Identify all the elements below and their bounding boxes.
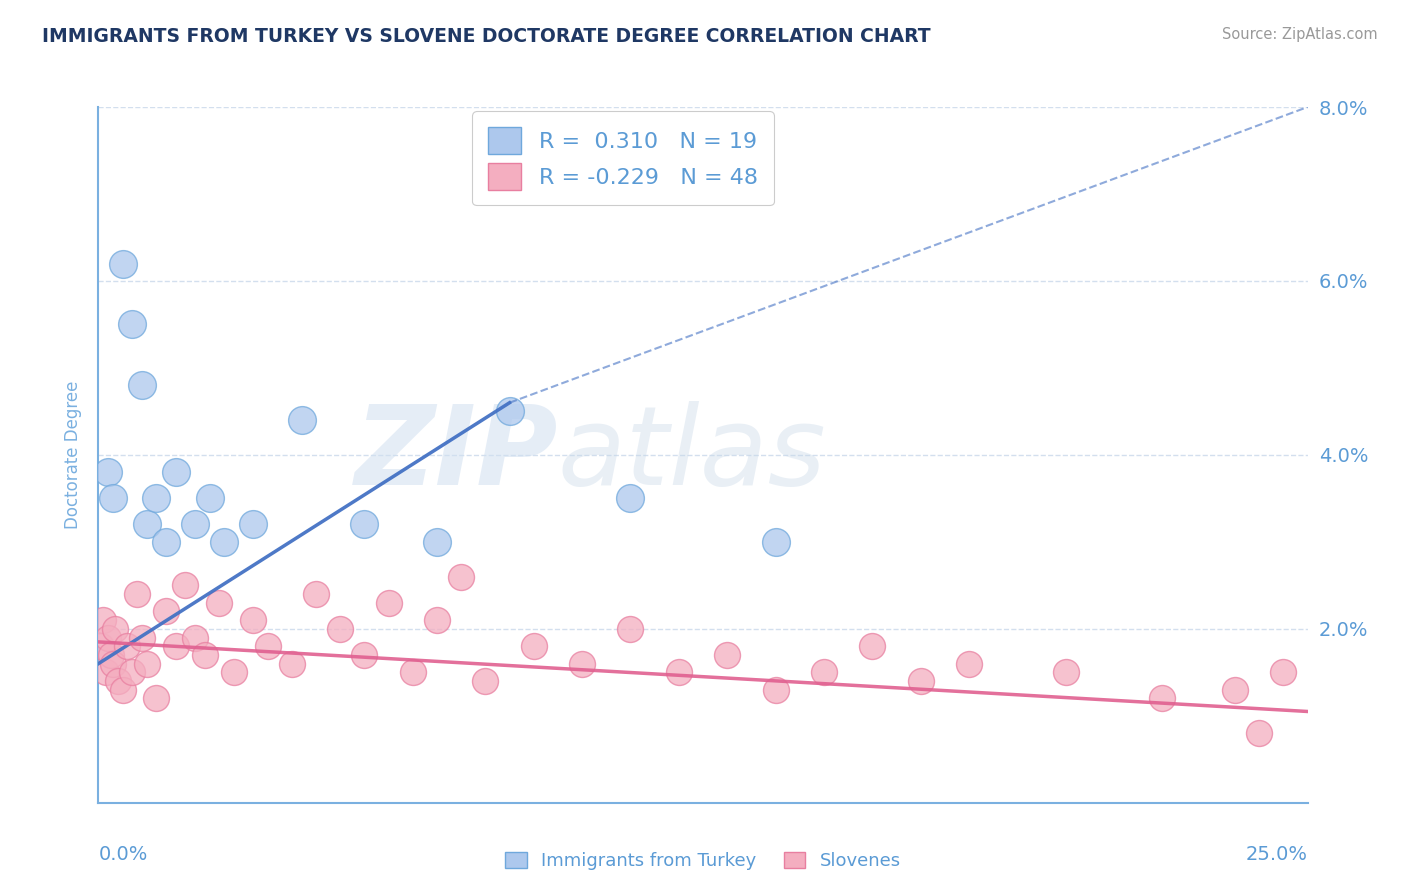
Point [1249, 726, 1271, 740]
Point [94, 665, 117, 680]
Point [212, 535, 235, 549]
Point [353, 517, 375, 532]
Point [290, 413, 312, 427]
Point [242, 613, 264, 627]
Point [135, 657, 157, 671]
Point [242, 517, 264, 532]
Point [145, 691, 167, 706]
Point [155, 605, 177, 619]
Point [329, 622, 352, 636]
Point [127, 587, 149, 601]
Point [426, 535, 449, 549]
Point [101, 657, 124, 671]
Point [208, 596, 231, 610]
Point [222, 665, 245, 680]
Point [101, 491, 124, 506]
Point [498, 404, 520, 418]
Point [1223, 682, 1246, 697]
Point [571, 657, 593, 671]
Point [619, 622, 641, 636]
Text: Source: ZipAtlas.com: Source: ZipAtlas.com [1222, 27, 1378, 42]
Point [860, 639, 883, 653]
Point [256, 639, 278, 653]
Point [165, 639, 187, 653]
Point [716, 648, 738, 662]
Point [91, 613, 114, 627]
Text: IMMIGRANTS FROM TURKEY VS SLOVENE DOCTORATE DEGREE CORRELATION CHART: IMMIGRANTS FROM TURKEY VS SLOVENE DOCTOR… [42, 27, 931, 45]
Point [1054, 665, 1077, 680]
Point [765, 682, 787, 697]
Point [100, 648, 122, 662]
Point [90, 639, 112, 653]
Point [765, 535, 787, 549]
Point [121, 665, 143, 680]
Point [619, 491, 641, 506]
Point [131, 378, 153, 392]
Point [97, 466, 120, 480]
Point [281, 657, 304, 671]
Legend: Immigrants from Turkey, Slovenes: Immigrants from Turkey, Slovenes [498, 845, 908, 877]
Point [104, 622, 127, 636]
Point [107, 674, 129, 689]
Point [111, 682, 134, 697]
Text: 0.0%: 0.0% [98, 845, 148, 863]
Point [145, 491, 167, 506]
Point [174, 578, 197, 592]
Point [426, 613, 449, 627]
Text: atlas: atlas [558, 401, 827, 508]
Point [668, 665, 690, 680]
Point [155, 535, 177, 549]
Point [377, 596, 399, 610]
Point [957, 657, 980, 671]
Point [184, 631, 207, 645]
Point [198, 491, 221, 506]
Point [450, 570, 472, 584]
Point [523, 639, 546, 653]
Point [121, 318, 143, 332]
Point [813, 665, 835, 680]
Point [97, 631, 120, 645]
Point [1272, 665, 1295, 680]
Point [111, 256, 134, 270]
Point [910, 674, 932, 689]
Point [353, 648, 375, 662]
Text: 25.0%: 25.0% [1246, 845, 1308, 863]
Point [1152, 691, 1174, 706]
Y-axis label: Doctorate Degree: Doctorate Degree [65, 381, 83, 529]
Point [474, 674, 496, 689]
Point [131, 631, 153, 645]
Point [117, 639, 139, 653]
Text: ZIP: ZIP [354, 401, 558, 508]
Point [165, 466, 187, 480]
Point [402, 665, 425, 680]
Point [305, 587, 328, 601]
Point [184, 517, 207, 532]
Point [135, 517, 157, 532]
Point [194, 648, 217, 662]
